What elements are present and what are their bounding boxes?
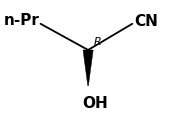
Text: n-Pr: n-Pr [4,13,40,28]
Text: OH: OH [82,96,108,111]
Polygon shape [83,50,93,86]
Text: CN: CN [134,14,158,29]
Text: R: R [94,37,101,47]
